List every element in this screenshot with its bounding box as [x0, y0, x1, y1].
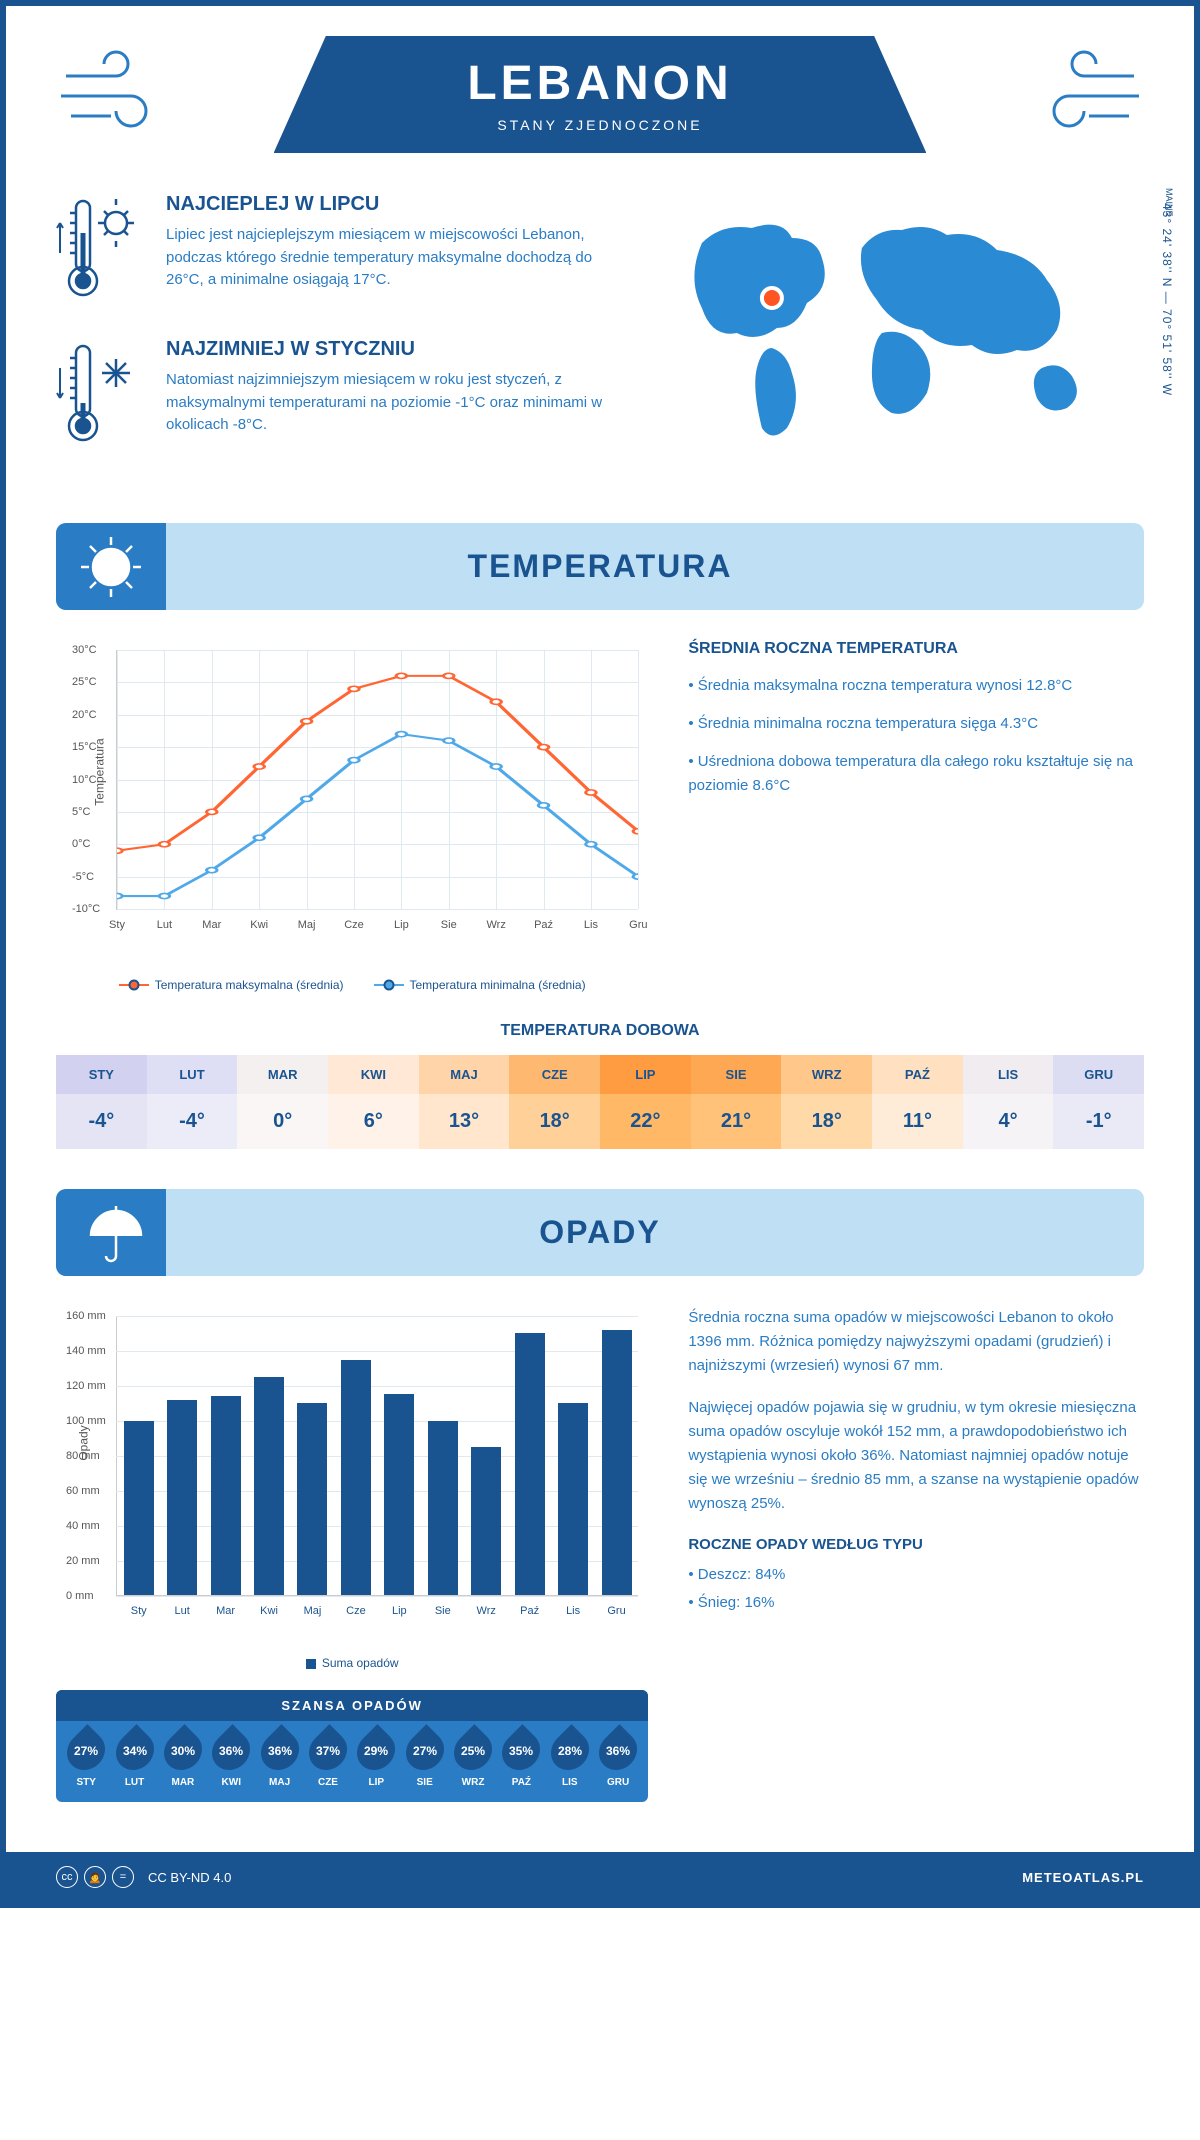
chance-cell: 27%STY — [62, 1731, 110, 1788]
fact-hottest-text: Lipiec jest najcieplejszym miesiącem w m… — [166, 224, 610, 292]
daily-temp-cell: KWI6° — [328, 1055, 419, 1149]
chance-cell: 27%SIE — [401, 1731, 449, 1788]
precipitation-title: OPADY — [81, 1214, 1119, 1251]
daily-temp-cell: SIE21° — [691, 1055, 782, 1149]
coordinates: 43° 24' 38'' N — 70° 51' 58'' W — [1160, 203, 1174, 396]
wind-icon-right — [1024, 46, 1144, 148]
by-type-item: • Deszcz: 84% — [688, 1563, 1144, 1587]
chance-cell: 29%LIP — [352, 1731, 400, 1788]
chance-cell: 25%WRZ — [449, 1731, 497, 1788]
precip-bar: Sty — [124, 1421, 154, 1595]
wind-icon-left — [56, 46, 176, 148]
cc-icon: cc — [56, 1866, 78, 1888]
daily-temp-title: TEMPERATURA DOBOWA — [56, 1022, 1144, 1040]
footer: cc 🙍 = CC BY-ND 4.0 METEOATLAS.PL — [6, 1852, 1194, 1902]
fact-hottest-title: NAJCIEPLEJ W LIPCU — [166, 193, 610, 216]
precip-bar: Gru — [602, 1330, 632, 1595]
precip-bar: Lut — [167, 1400, 197, 1595]
daily-temp-cell: LIP22° — [600, 1055, 691, 1149]
chance-cell: 36%KWI — [207, 1731, 255, 1788]
by-type-item: • Śnieg: 16% — [688, 1591, 1144, 1615]
precip-bar: Wrz — [471, 1447, 501, 1595]
annual-temp-title: ŚREDNIA ROCZNA TEMPERATURA — [688, 640, 1144, 658]
by-type-title: ROCZNE OPADY WEDŁUG TYPU — [688, 1536, 1144, 1553]
legend-item: Temperatura minimalna (średnia) — [374, 978, 586, 992]
daily-temp-cell: PAŹ11° — [872, 1055, 963, 1149]
world-map: MAINE 43° 24' 38'' N — 70° 51' 58'' W — [640, 193, 1144, 483]
umbrella-icon — [56, 1189, 166, 1276]
fact-hottest: NAJCIEPLEJ W LIPCU Lipiec jest najcieple… — [56, 193, 610, 308]
precip-bar: Lip — [384, 1394, 414, 1595]
chance-title: SZANSA OPADÓW — [56, 1690, 648, 1721]
chance-cell: 34%LUT — [110, 1731, 158, 1788]
precip-bar: Paź — [515, 1333, 545, 1595]
precip-bar: Sie — [428, 1421, 458, 1595]
license-text: CC BY-ND 4.0 — [148, 1870, 231, 1885]
precip-text-1: Średnia roczna suma opadów w miejscowośc… — [688, 1306, 1144, 1378]
temperature-title: TEMPERATURA — [81, 548, 1119, 585]
header-banner: LEBANON STANY ZJEDNOCZONE — [56, 36, 1144, 153]
chance-cell: 28%LIS — [546, 1731, 594, 1788]
title-banner: LEBANON STANY ZJEDNOCZONE — [274, 36, 927, 153]
fact-coldest-title: NAJZIMNIEJ W STYCZNIU — [166, 338, 610, 361]
daily-temp-cell: MAR0° — [237, 1055, 328, 1149]
precip-chance-box: SZANSA OPADÓW 27%STY34%LUT30%MAR36%KWI36… — [56, 1690, 648, 1802]
city-name: LEBANON — [354, 56, 847, 111]
temperature-line-chart: Temperatura -10°C-5°C0°C5°C10°C15°C20°C2… — [56, 640, 648, 970]
legend-item: Temperatura maksymalna (średnia) — [119, 978, 344, 992]
annual-point: • Uśredniona dobowa temperatura dla całe… — [688, 750, 1144, 798]
temperature-legend: Temperatura maksymalna (średnia) Temperat… — [56, 978, 648, 992]
precip-legend: Suma opadów — [56, 1656, 648, 1670]
daily-temp-cell: MAJ13° — [419, 1055, 510, 1149]
country-name: STANY ZJEDNOCZONE — [354, 117, 847, 133]
chance-cell: 35%PAŹ — [497, 1731, 545, 1788]
precip-bar: Lis — [558, 1403, 588, 1595]
annual-point: • Średnia maksymalna roczna temperatura … — [688, 674, 1144, 698]
daily-temp-cell: CZE18° — [509, 1055, 600, 1149]
precip-text-2: Najwięcej opadów pojawia się w grudniu, … — [688, 1396, 1144, 1516]
daily-temp-cell: LUT-4° — [147, 1055, 238, 1149]
chance-cell: 36%MAJ — [255, 1731, 303, 1788]
chance-cell: 30%MAR — [159, 1731, 207, 1788]
daily-temp-cell: LIS4° — [963, 1055, 1054, 1149]
thermometer-sun-icon — [56, 193, 146, 308]
chance-cell: 37%CZE — [304, 1731, 352, 1788]
section-header-temperature: TEMPERATURA — [56, 523, 1144, 610]
fact-coldest-text: Natomiast najzimniejszym miesiącem w rok… — [166, 369, 610, 437]
daily-temp-cell: GRU-1° — [1053, 1055, 1144, 1149]
fact-coldest: NAJZIMNIEJ W STYCZNIU Natomiast najzimni… — [56, 338, 610, 453]
precip-bar: Cze — [341, 1360, 371, 1595]
precipitation-bar-chart: Opady StyLutMarKwiMajCzeLipSieWrzPaźLisG… — [56, 1306, 648, 1646]
by-icon: 🙍 — [84, 1866, 106, 1888]
sun-icon — [56, 523, 166, 610]
daily-temp-table: STY-4°LUT-4°MAR0°KWI6°MAJ13°CZE18°LIP22°… — [56, 1055, 1144, 1149]
daily-temp-cell: WRZ18° — [781, 1055, 872, 1149]
precip-bar: Kwi — [254, 1377, 284, 1595]
precip-bar: Mar — [211, 1396, 241, 1595]
chance-cell: 36%GRU — [594, 1731, 642, 1788]
section-header-precipitation: OPADY — [56, 1189, 1144, 1276]
license-block: cc 🙍 = CC BY-ND 4.0 — [56, 1866, 231, 1888]
nd-icon: = — [112, 1866, 134, 1888]
site-name: METEOATLAS.PL — [1022, 1870, 1144, 1885]
daily-temp-cell: STY-4° — [56, 1055, 147, 1149]
annual-point: • Średnia minimalna roczna temperatura s… — [688, 712, 1144, 736]
thermometer-snow-icon — [56, 338, 146, 453]
precip-bar: Maj — [297, 1403, 327, 1595]
